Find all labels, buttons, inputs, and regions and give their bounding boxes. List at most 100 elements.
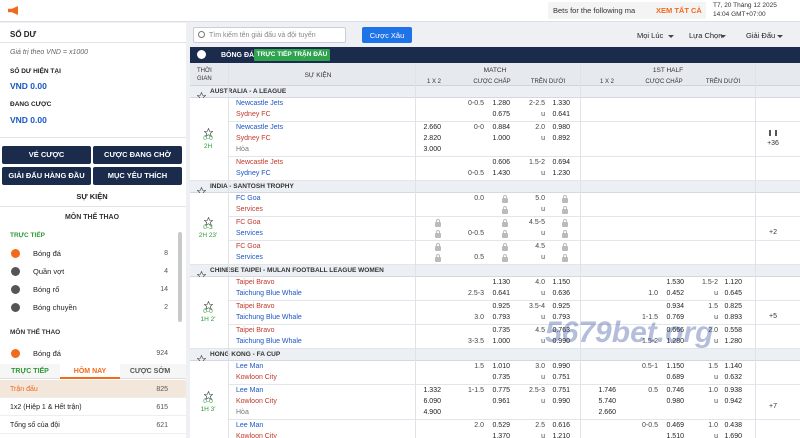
odds[interactable]: 0.793 [492,314,510,321]
odds[interactable]: 0.645 [724,290,742,297]
odds[interactable]: 1.010 [492,363,510,370]
odds[interactable]: 0.925 [492,303,510,310]
odds[interactable]: 0.769 [666,314,684,321]
league-name[interactable]: HONG KONG - FA CUP [210,351,281,358]
odds[interactable]: 1.210 [552,433,570,438]
odds[interactable]: 0.746 [666,387,684,394]
filter[interactable]: Lựa Chọn [689,31,723,40]
league-name[interactable]: AUSTRALIA - A LEAGUE [210,88,287,95]
odds[interactable]: 0.961 [492,398,510,405]
filter[interactable]: Giải Đấu [746,31,776,40]
odds[interactable]: 1.230 [552,170,570,177]
odds[interactable]: 5.740 [598,398,616,405]
league-name[interactable]: CHINESE TAIPEI - MULAN FOOTBALL LEAGUE W… [210,267,384,274]
market-name[interactable]: 1x2 (Hiệp 1 & Hết trận) [10,404,82,411]
odds[interactable]: 6.090 [423,398,441,405]
team-name[interactable]: Lee Man [236,363,264,370]
sport-name[interactable]: Bóng rổ [33,285,60,294]
odds[interactable]: 0.938 [724,387,742,394]
nav-button[interactable] [93,146,182,164]
odds[interactable]: 0.438 [724,422,742,429]
odds[interactable]: 4.900 [423,409,441,416]
search-box[interactable] [193,27,346,43]
odds[interactable]: 1.530 [666,279,684,286]
odds[interactable]: 0.616 [552,422,570,429]
odds[interactable]: 0.990 [552,363,570,370]
odds[interactable]: 0.763 [552,327,570,334]
market-row[interactable] [0,380,186,398]
sport-name[interactable]: Bóng đá [33,249,61,258]
sport-name[interactable]: Bóng chuyền [33,303,77,312]
sport-name[interactable]: Bóng đá [33,349,61,358]
events-title[interactable]: SỰ KIỆN [76,192,108,201]
market-row[interactable] [0,416,186,434]
team-name[interactable]: FC Goa [236,219,261,226]
team-name[interactable]: Hòa [236,146,249,153]
view-all[interactable]: XEM TẤT CẢ [656,6,702,15]
odds[interactable]: 3.000 [423,146,441,153]
odds[interactable]: 0.925 [552,303,570,310]
odds[interactable]: 0.892 [552,135,570,142]
tab[interactable]: CƯỢC SỚM [129,368,171,375]
odds[interactable]: 0.751 [552,374,570,381]
odds[interactable]: 0.666 [666,327,684,334]
odds[interactable]: 0.469 [666,422,684,429]
more-markets[interactable]: +36 [767,139,779,147]
more-markets[interactable]: +5 [769,313,777,320]
odds[interactable]: 1.332 [423,387,441,394]
odds[interactable]: 2.660 [423,124,441,131]
team-name[interactable]: Taipei Bravo [236,303,275,310]
odds[interactable]: 1.280 [492,100,510,107]
odds[interactable]: 2.820 [423,135,441,142]
more-markets[interactable]: +2 [769,229,777,236]
odds[interactable]: 1.130 [492,279,510,286]
team-name[interactable]: Services [236,254,263,261]
more-markets[interactable]: +7 [769,402,777,410]
odds[interactable]: 1.000 [492,338,510,345]
team-name[interactable]: Newcastle Jets [236,124,284,131]
odds[interactable]: 0.735 [492,374,510,381]
nav-button-label[interactable]: MỤC YÊU THÍCH [107,171,168,180]
tab[interactable]: TRỰC TIẾP [11,368,49,375]
team-name[interactable]: Newcastle Jets [236,100,284,107]
team-name[interactable]: Kowloon City [236,433,277,438]
parlay-button[interactable] [362,27,412,43]
team-name[interactable]: FC Goa [236,195,261,202]
odds[interactable]: 1.150 [552,279,570,286]
sport-name[interactable]: Quần vợt [33,267,65,276]
nav-button[interactable] [93,167,182,185]
odds[interactable]: 0.934 [666,303,684,310]
odds[interactable]: 1.120 [724,279,742,286]
team-name[interactable]: Sydney FC [236,135,271,142]
odds[interactable]: 1.330 [552,100,570,107]
odds[interactable]: 0.990 [552,398,570,405]
parlay-label[interactable]: Cược Xâu [369,30,405,40]
team-name[interactable]: Taipei Bravo [236,327,275,334]
odds[interactable]: 0.452 [666,290,684,297]
odds[interactable]: 1.150 [666,363,684,370]
nav-button-label[interactable]: GIẢI ĐẤU HÀNG ĐẦU [8,171,85,180]
filter[interactable]: Mọi Lúc [637,31,664,40]
odds[interactable]: 0.751 [552,387,570,394]
odds[interactable]: 1.000 [492,135,510,142]
odds[interactable]: 0.606 [492,159,510,166]
team-name[interactable]: Sydney FC [236,170,271,177]
market-name[interactable]: Trận đấu [10,386,38,393]
team-name[interactable]: Sydney FC [236,111,271,118]
team-name[interactable]: Newcastle Jets [236,159,284,166]
league-name[interactable]: INDIA - SANTOSH TROPHY [210,183,294,190]
odds[interactable]: 1.280 [724,338,742,345]
team-name[interactable]: Hòa [236,409,249,416]
market-row[interactable] [0,398,186,416]
team-name[interactable]: Taichung Blue Whale [236,338,302,345]
team-name[interactable]: Taichung Blue Whale [236,290,302,297]
nav-button-label[interactable]: VÉ CƯỢC [28,150,65,159]
team-name[interactable]: Kowloon City [236,398,277,405]
odds[interactable]: 2.660 [598,409,616,416]
odds[interactable]: 0.735 [492,327,510,334]
team-name[interactable]: FC Goa [236,243,261,250]
odds[interactable]: 0.694 [552,159,570,166]
odds[interactable]: 0.980 [552,124,570,131]
team-name[interactable]: Lee Man [236,387,264,394]
odds[interactable]: 0.775 [492,387,510,394]
